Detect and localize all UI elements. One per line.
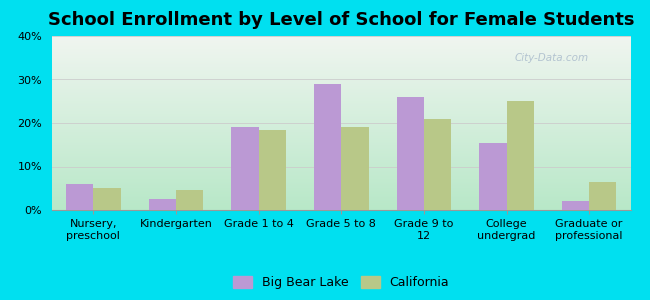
- Bar: [424, 118, 451, 210]
- Legend: Big Bear Lake, California: Big Bear Lake, California: [228, 271, 454, 294]
- Title: School Enrollment by Level of School for Female Students: School Enrollment by Level of School for…: [48, 11, 634, 29]
- Bar: [231, 127, 259, 210]
- Bar: [479, 142, 506, 210]
- Bar: [506, 101, 534, 210]
- Bar: [589, 182, 616, 210]
- Text: City-Data.com: City-Data.com: [515, 53, 589, 63]
- Bar: [176, 190, 203, 210]
- Bar: [259, 130, 286, 210]
- Bar: [94, 188, 121, 210]
- Bar: [66, 184, 94, 210]
- Bar: [314, 84, 341, 210]
- Bar: [149, 199, 176, 210]
- Bar: [341, 127, 369, 210]
- Bar: [396, 97, 424, 210]
- Bar: [562, 201, 589, 210]
